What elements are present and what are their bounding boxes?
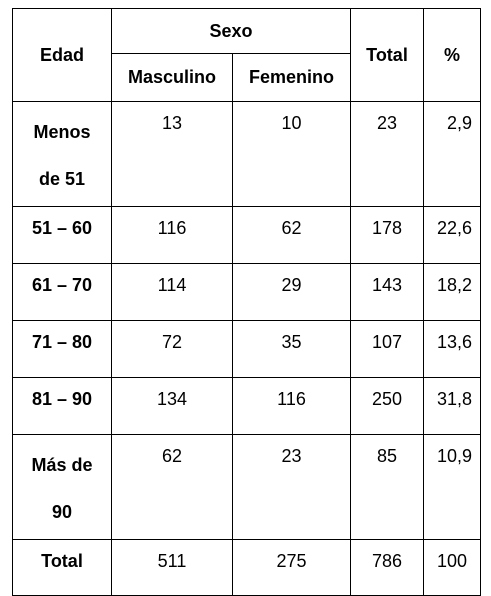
table-row: 61 – 70 114 29 143 18,2: [12, 263, 481, 321]
header-sexo: Sexo: [111, 8, 351, 54]
cell-total: 85: [350, 434, 424, 540]
cell-masculino: 62: [111, 434, 233, 540]
total-label: Total: [12, 539, 112, 596]
page: Edad Sexo Total % Masculino Femenino Men…: [12, 8, 481, 596]
cell-masculino: 72: [111, 320, 233, 378]
cell-total: 143: [350, 263, 424, 321]
age-sex-table: Edad Sexo Total % Masculino Femenino Men…: [12, 8, 481, 596]
table-row: Menos de 51 13 10 23 2,9: [12, 101, 481, 207]
row-label-line2: de 51: [38, 169, 86, 189]
cell-femenino: 29: [232, 263, 351, 321]
cell-femenino: 116: [232, 377, 351, 435]
table-row: 51 – 60 116 62 178 22,6: [12, 206, 481, 264]
cell-percent: 13,6: [423, 320, 481, 378]
row-label-line1: Menos: [33, 122, 91, 142]
total-row: Total 511 275 786 100: [12, 539, 481, 596]
row-label-line1: Más de: [31, 455, 93, 475]
total-femenino: 275: [232, 539, 351, 596]
header-femenino: Femenino: [232, 53, 351, 102]
cell-femenino: 62: [232, 206, 351, 264]
cell-total: 107: [350, 320, 424, 378]
cell-total: 250: [350, 377, 424, 435]
row-label: Menos de 51: [12, 101, 112, 207]
row-label: 61 – 70: [12, 263, 112, 321]
header-percent: %: [423, 8, 481, 102]
cell-masculino: 114: [111, 263, 233, 321]
cell-femenino: 23: [232, 434, 351, 540]
cell-percent: 31,8: [423, 377, 481, 435]
cell-total: 23: [350, 101, 424, 207]
cell-femenino: 10: [232, 101, 351, 207]
total-total: 786: [350, 539, 424, 596]
cell-percent: 18,2: [423, 263, 481, 321]
row-label: 81 – 90: [12, 377, 112, 435]
header-edad: Edad: [12, 8, 112, 102]
header-masculino: Masculino: [111, 53, 233, 102]
header-total: Total: [350, 8, 424, 102]
cell-masculino: 116: [111, 206, 233, 264]
row-label: 51 – 60: [12, 206, 112, 264]
row-label: Más de 90: [12, 434, 112, 540]
total-percent: 100: [423, 539, 481, 596]
row-label-line2: 90: [51, 502, 73, 522]
cell-masculino: 134: [111, 377, 233, 435]
cell-femenino: 35: [232, 320, 351, 378]
cell-masculino: 13: [111, 101, 233, 207]
table-row: 81 – 90 134 116 250 31,8: [12, 377, 481, 435]
cell-total: 178: [350, 206, 424, 264]
cell-percent: 10,9: [423, 434, 481, 540]
total-masculino: 511: [111, 539, 233, 596]
table-row: 71 – 80 72 35 107 13,6: [12, 320, 481, 378]
cell-percent: 22,6: [423, 206, 481, 264]
row-label: 71 – 80: [12, 320, 112, 378]
cell-percent: 2,9: [423, 101, 481, 207]
table-row: Más de 90 62 23 85 10,9: [12, 434, 481, 540]
